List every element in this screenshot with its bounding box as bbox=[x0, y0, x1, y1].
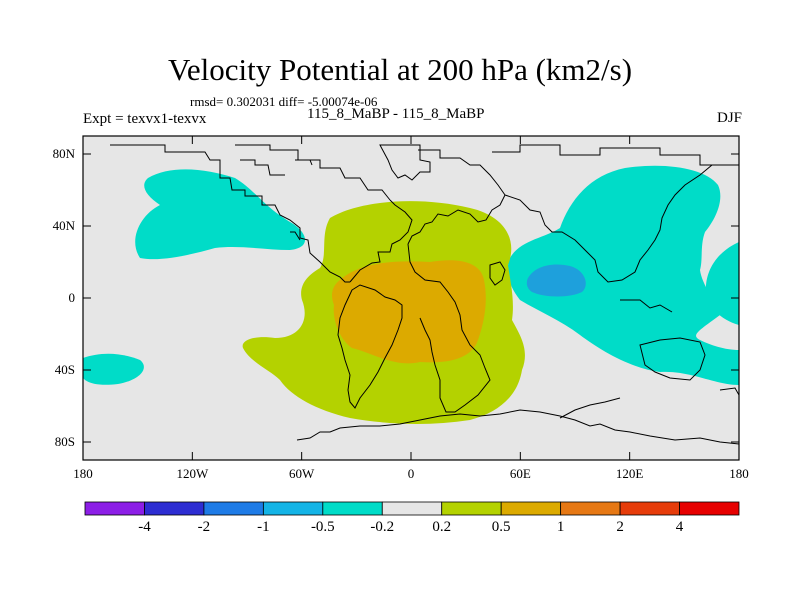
colorbar-label: 0.5 bbox=[491, 519, 511, 535]
contour-neg-east-large bbox=[507, 165, 739, 385]
colorbar-swatch bbox=[322, 501, 383, 516]
season-label: DJF bbox=[716, 110, 742, 126]
coastlines bbox=[110, 144, 739, 445]
colorbar-swatch bbox=[144, 501, 205, 516]
axis-ticks bbox=[82, 136, 740, 460]
colorbar-label: -4 bbox=[138, 519, 151, 535]
experiment-label: Expt = texvx1-texvx bbox=[83, 111, 207, 127]
colorbar-swatch bbox=[381, 501, 443, 516]
lon-tick-label: 60W bbox=[289, 466, 315, 481]
colorbar-swatch bbox=[679, 501, 740, 516]
lat-tick-label: 80S bbox=[54, 434, 75, 449]
colorbar-swatch bbox=[441, 501, 502, 516]
lat-tick-label: 40N bbox=[52, 218, 75, 233]
lon-tick-label: 180 bbox=[729, 466, 749, 481]
colorbar-label: -0.5 bbox=[310, 519, 335, 535]
colorbar-label: -0.2 bbox=[370, 519, 395, 535]
lon-tick-label: 180 bbox=[73, 466, 93, 481]
lon-tick-label: 0 bbox=[407, 466, 415, 481]
colorbar-swatch bbox=[262, 501, 324, 516]
lon-tick-label: 60E bbox=[509, 466, 531, 481]
contour-neg-north-pacific bbox=[135, 169, 306, 260]
colorbar-label: -2 bbox=[197, 519, 211, 535]
colorbar-swatch bbox=[619, 501, 680, 516]
colorbar bbox=[84, 501, 740, 516]
runs-label: 115_8_MaBP - 115_8_MaBP bbox=[307, 106, 485, 122]
colorbar-swatch bbox=[500, 501, 562, 516]
colorbar-label: -1 bbox=[257, 519, 270, 535]
lat-tick-label: 40S bbox=[54, 362, 75, 377]
contour-pos-core bbox=[332, 260, 486, 364]
lon-tick-label: 120W bbox=[176, 466, 209, 481]
colorbar-label: 1 bbox=[556, 519, 565, 535]
colorbar-swatch bbox=[84, 501, 145, 516]
colorbar-swatch bbox=[203, 501, 264, 516]
colorbar-label: 0.2 bbox=[432, 519, 452, 535]
colorbar-swatch bbox=[560, 501, 621, 516]
colorbar-label: 2 bbox=[616, 519, 624, 535]
map-title: Velocity Potential at 200 hPa (km2/s) bbox=[167, 52, 633, 87]
lon-tick-label: 120E bbox=[615, 466, 644, 481]
stats-line: rmsd= 0.302031 diff= -5.00074e-06 bbox=[190, 94, 378, 109]
contour-neg-blue-core bbox=[526, 264, 586, 297]
contour-neg-south-pacific bbox=[83, 353, 144, 385]
colorbar-label: 4 bbox=[675, 519, 684, 535]
lat-tick-label: 0 bbox=[68, 290, 76, 305]
lat-tick-label: 80N bbox=[52, 146, 75, 161]
contour-neg-east-blob bbox=[705, 242, 739, 325]
